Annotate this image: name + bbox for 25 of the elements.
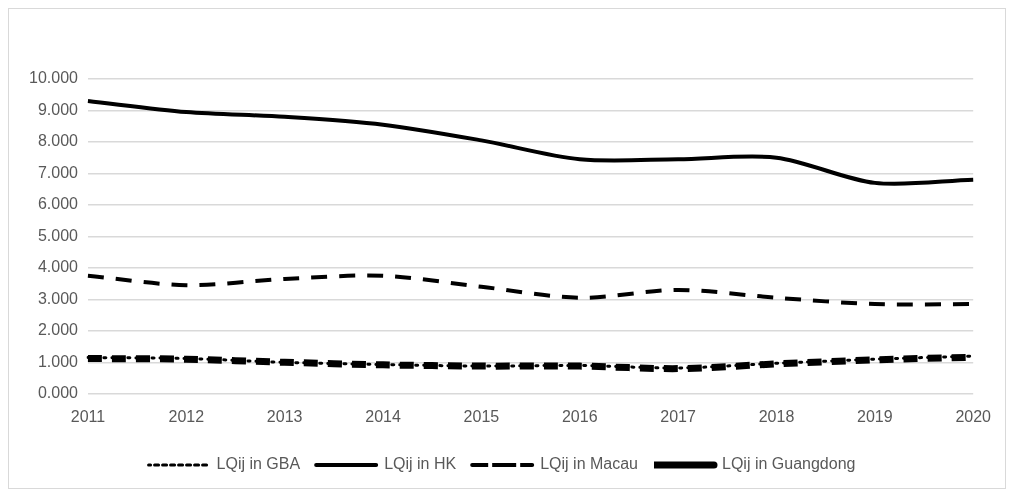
y-tick-label: 9.000 (37, 100, 79, 118)
y-tick-label: 2.000 (37, 321, 79, 339)
y-tick-label: 3.000 (37, 289, 79, 307)
legend-label: LQij in Macau (540, 455, 639, 473)
x-tick-label: 2013 (266, 407, 303, 425)
x-tick-label: 2020 (955, 407, 992, 425)
x-tick-label: 2015 (463, 407, 500, 425)
y-tick-label: 10.000 (29, 69, 79, 87)
x-tick-label: 2016 (561, 407, 598, 425)
y-tick-label: 8.000 (37, 132, 79, 150)
x-tick-label: 2014 (365, 407, 401, 425)
legend-label: LQij in GBA (216, 455, 301, 473)
y-tick-label: 5.000 (37, 226, 79, 244)
x-tick-label: 2012 (168, 407, 205, 425)
y-tick-label: 0.000 (37, 384, 79, 402)
y-tick-label: 7.000 (37, 163, 79, 181)
y-tick-label: 6.000 (37, 195, 79, 213)
x-tick-label: 2017 (660, 407, 697, 425)
x-tick-label: 2019 (857, 407, 893, 425)
legend-label: LQij in Guangdong (722, 455, 856, 473)
x-tick-label: 2011 (70, 407, 106, 425)
legend-label: LQij in HK (384, 455, 457, 473)
x-tick-label: 2018 (758, 407, 795, 425)
y-tick-label: 1.000 (37, 352, 79, 370)
y-tick-label: 4.000 (37, 258, 79, 276)
